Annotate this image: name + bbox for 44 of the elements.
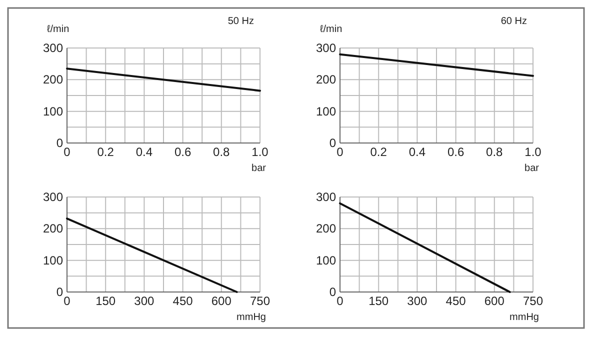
- x-tick-label: 0.2: [370, 145, 388, 159]
- x-axis-title: mmHg: [236, 312, 266, 323]
- y-axis-title: ℓ/min: [47, 24, 70, 35]
- x-tick-label: 600: [484, 294, 505, 308]
- x-tick-label: 750: [522, 294, 544, 308]
- x-axis-title: mmHg: [510, 312, 539, 323]
- chart-title: 60 Hz: [500, 16, 527, 27]
- y-tick-label: 100: [316, 253, 336, 268]
- x-tick-label: 0.6: [174, 145, 192, 159]
- x-tick-label: 600: [211, 294, 232, 308]
- y-tick-label: 100: [42, 253, 64, 268]
- x-tick-label: 0.6: [447, 145, 464, 159]
- y-tick-label: 0: [56, 285, 64, 299]
- x-axis-title: bar: [252, 163, 267, 174]
- y-tick-label: 300: [42, 41, 64, 55]
- x-tick-label: 1.0: [524, 145, 542, 159]
- x-tick-label: 300: [134, 294, 155, 308]
- y-axis-title: ℓ/min: [320, 24, 342, 35]
- x-tick-label: 0.4: [136, 145, 153, 159]
- x-axis-title: bar: [524, 163, 540, 174]
- y-tick-label: 0: [329, 136, 336, 150]
- x-tick-label: 450: [172, 294, 194, 308]
- y-tick-label: 0: [329, 285, 336, 299]
- x-tick-label: 0.2: [97, 145, 114, 159]
- y-tick-label: 300: [316, 190, 336, 204]
- y-tick-label: 100: [42, 104, 64, 118]
- x-tick-label: 300: [407, 294, 428, 308]
- chart-title: 50 Hz: [228, 16, 254, 27]
- y-tick-label: 200: [316, 222, 336, 236]
- x-tick-label: 1.0: [252, 145, 269, 159]
- y-tick-label: 300: [42, 190, 64, 204]
- x-tick-label: 150: [96, 294, 116, 308]
- x-tick-label: 450: [446, 294, 466, 308]
- x-tick-label: 0.8: [486, 145, 504, 159]
- y-tick-label: 200: [42, 72, 64, 87]
- y-tick-label: 200: [42, 222, 64, 236]
- x-tick-label: 0.8: [213, 145, 230, 159]
- x-tick-label: 0.4: [408, 145, 426, 159]
- y-tick-label: 200: [316, 72, 336, 87]
- y-tick-label: 100: [316, 104, 336, 118]
- y-tick-label: 0: [56, 136, 64, 150]
- y-tick-label: 300: [316, 41, 336, 55]
- x-tick-label: 750: [250, 294, 270, 308]
- x-tick-label: 150: [368, 294, 389, 308]
